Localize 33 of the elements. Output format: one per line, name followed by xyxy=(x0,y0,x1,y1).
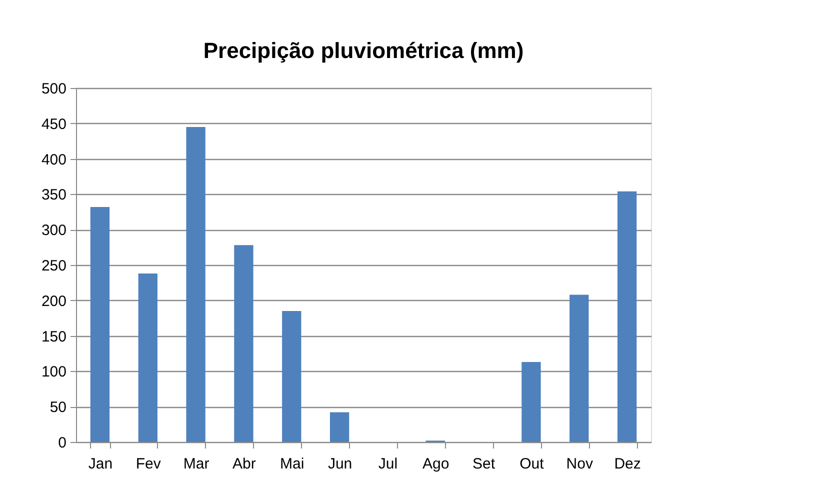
bar xyxy=(330,412,350,442)
chart-title: Precipição pluviométrica (mm) xyxy=(203,38,524,63)
y-tick-label: 500 xyxy=(41,80,66,98)
bar xyxy=(138,273,158,442)
y-tick-label: 150 xyxy=(41,328,66,346)
bar xyxy=(570,294,589,442)
y-tick-label: 200 xyxy=(41,292,66,310)
x-tick-label: Dez xyxy=(614,456,641,472)
bar xyxy=(617,191,637,442)
y-tick-label: 450 xyxy=(41,116,66,133)
y-tick-label: 100 xyxy=(41,364,66,381)
x-tick-label: Ago xyxy=(422,456,450,472)
bar xyxy=(90,206,110,442)
y-tick-label: 250 xyxy=(41,258,66,274)
x-tick-label: Jul xyxy=(378,456,398,472)
bar xyxy=(186,126,206,442)
x-tick-label: Out xyxy=(520,456,545,472)
x-tick-label: Abr xyxy=(232,456,256,472)
x-tick-label: Fev xyxy=(136,456,162,472)
bar xyxy=(282,311,302,442)
y-tick-label: 350 xyxy=(41,186,66,204)
y-tick-label: 50 xyxy=(50,399,66,416)
x-tick-label: Mar xyxy=(183,456,210,472)
y-tick-label: 0 xyxy=(58,434,66,452)
bar xyxy=(522,362,541,442)
y-tick-label: 300 xyxy=(41,222,66,240)
x-tick-label: Nov xyxy=(566,456,594,472)
x-tick-label: Mai xyxy=(280,456,304,472)
bar xyxy=(234,245,254,442)
x-tick-label: Set xyxy=(472,456,496,472)
x-tick-label: Jun xyxy=(328,456,352,472)
y-tick-label: 400 xyxy=(41,151,66,168)
x-tick-label: Jan xyxy=(88,456,113,472)
